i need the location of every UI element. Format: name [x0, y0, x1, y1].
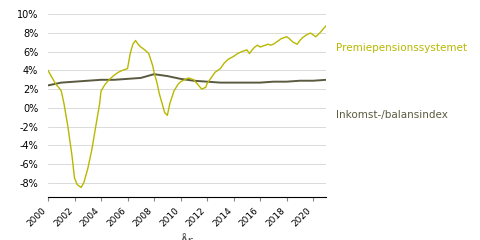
X-axis label: År: År [180, 235, 194, 240]
Text: Premiepensionssystemet: Premiepensionssystemet [336, 43, 467, 53]
Text: Inkomst-/balansindex: Inkomst-/balansindex [336, 110, 448, 120]
